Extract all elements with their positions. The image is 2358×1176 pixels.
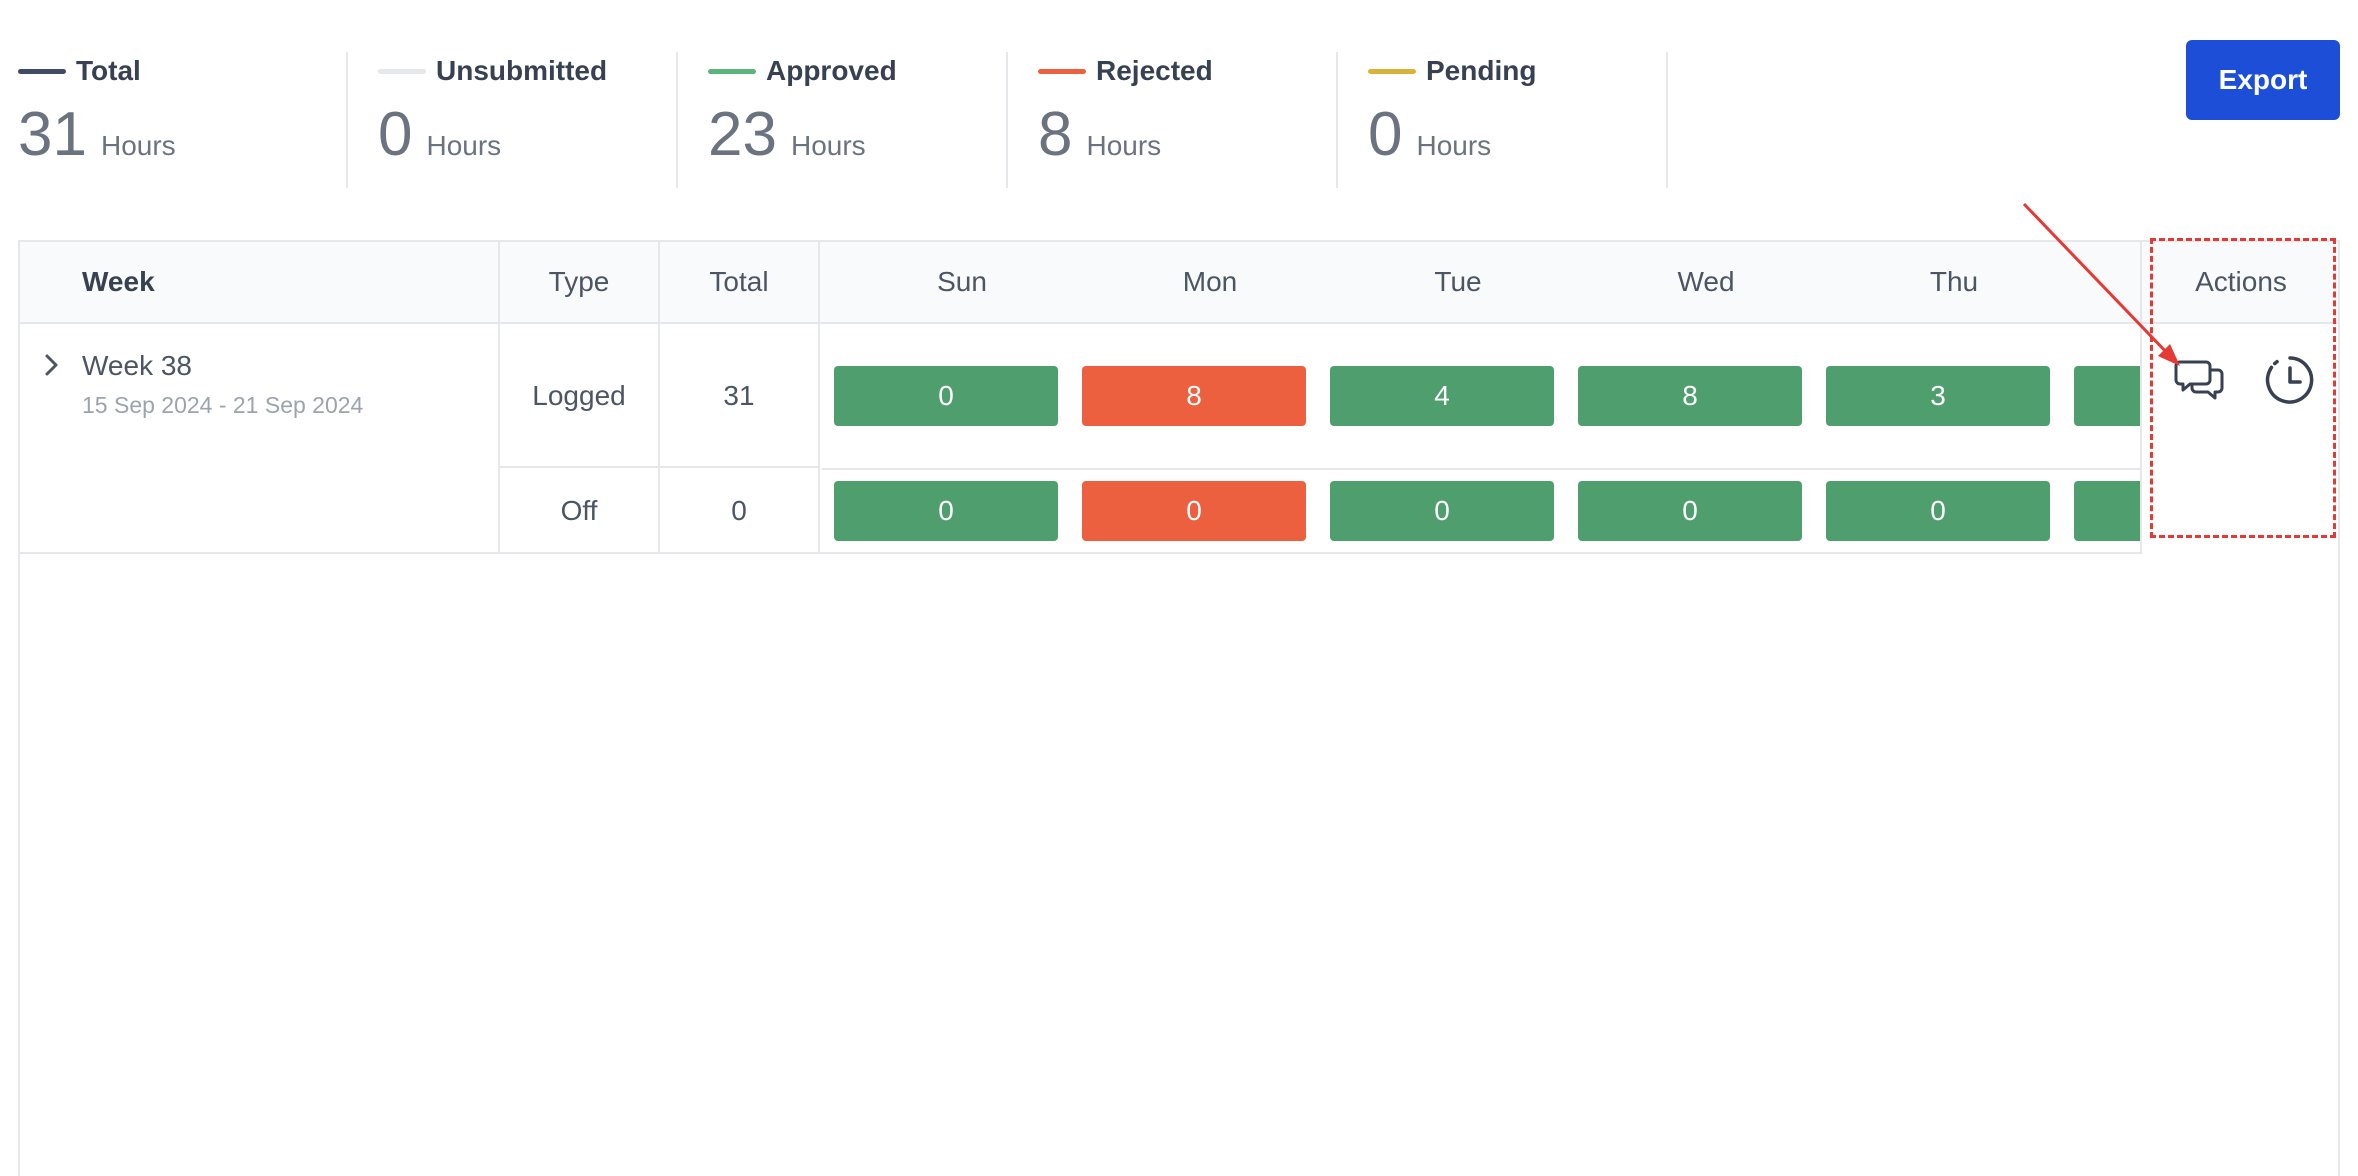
export-button[interactable]: Export [2186, 40, 2340, 120]
stat-label: Pending [1426, 55, 1537, 86]
header-sun: Sun [937, 266, 987, 297]
cell-logged-sun[interactable]: 0 [834, 366, 1058, 426]
stat-pending: Pending 0 Hours [1338, 52, 1668, 188]
approved-swatch [708, 68, 756, 74]
stat-unit: Hours [1416, 130, 1492, 161]
type-off: Off [500, 468, 660, 554]
cell-off-fri[interactable] [2074, 481, 2140, 541]
header-tue: Tue [1434, 266, 1482, 297]
stat-number: 0 [378, 100, 413, 169]
comments-icon[interactable] [2172, 352, 2228, 408]
header-thu: Thu [1929, 266, 1979, 297]
stat-label: Unsubmitted [436, 55, 608, 86]
chevron-right-icon[interactable] [42, 350, 62, 380]
stat-number: 23 [708, 100, 777, 169]
table-header: Week Type Total Sun Mon Tue Wed Thu Acti… [20, 242, 2338, 324]
header-actions: Actions [2140, 242, 2338, 322]
stat-number: 0 [1368, 100, 1403, 169]
total-logged: 31 [660, 324, 820, 468]
cell-logged-thu[interactable]: 3 [1826, 366, 2050, 426]
cell-off-sun[interactable]: 0 [834, 481, 1058, 541]
summary-bar: Total 31 Hours Unsubmitted 0 Hours Appro… [18, 52, 1668, 188]
cell-logged-mon[interactable]: 8 [1082, 366, 1306, 426]
stat-label: Rejected [1096, 55, 1213, 86]
header-week: Week [20, 242, 500, 322]
cell-logged-wed[interactable]: 8 [1578, 366, 1802, 426]
header-total: Total [660, 242, 820, 322]
header-wed: Wed [1677, 266, 1735, 297]
stat-number: 31 [18, 100, 87, 169]
cell-off-wed[interactable]: 0 [1578, 481, 1802, 541]
stat-total: Total 31 Hours [18, 52, 348, 188]
type-logged: Logged [500, 324, 660, 468]
week-range: 15 Sep 2024 - 21 Sep 2024 [82, 392, 364, 418]
stat-unit: Hours [1086, 130, 1162, 161]
cell-off-mon[interactable]: 0 [1082, 481, 1306, 541]
history-icon[interactable] [2262, 352, 2318, 408]
cell-off-tue[interactable]: 0 [1330, 481, 1554, 541]
stat-approved: Approved 23 Hours [678, 52, 1008, 188]
cell-off-thu[interactable]: 0 [1826, 481, 2050, 541]
stat-label: Total [76, 55, 141, 86]
cell-logged-tue[interactable]: 4 [1330, 366, 1554, 426]
row-divider [822, 468, 2140, 470]
timesheet-table: Week Type Total Sun Mon Tue Wed Thu Acti… [18, 240, 2340, 1176]
header-mon: Mon [1182, 266, 1238, 297]
stat-number: 8 [1038, 100, 1073, 169]
rejected-swatch [1038, 68, 1086, 74]
stat-unit: Hours [426, 130, 502, 161]
unsubmitted-swatch [378, 68, 426, 74]
week-cell: Week 38 15 Sep 2024 - 21 Sep 2024 [20, 324, 500, 554]
stat-unsubmitted: Unsubmitted 0 Hours [348, 52, 678, 188]
header-type: Type [500, 242, 660, 322]
stat-label: Approved [766, 55, 897, 86]
cell-logged-fri[interactable] [2074, 366, 2140, 426]
week-name: Week 38 [82, 350, 192, 381]
stat-rejected: Rejected 8 Hours [1008, 52, 1338, 188]
total-off: 0 [660, 468, 820, 554]
stat-unit: Hours [100, 130, 176, 161]
pending-swatch [1368, 68, 1416, 74]
table-row: Week 38 15 Sep 2024 - 21 Sep 2024 Logged… [20, 324, 2338, 554]
total-swatch [18, 68, 66, 74]
stat-unit: Hours [790, 130, 866, 161]
actions-cell [2140, 324, 2338, 554]
day-cells: 0 8 4 8 3 0 0 0 0 0 [822, 324, 2140, 554]
